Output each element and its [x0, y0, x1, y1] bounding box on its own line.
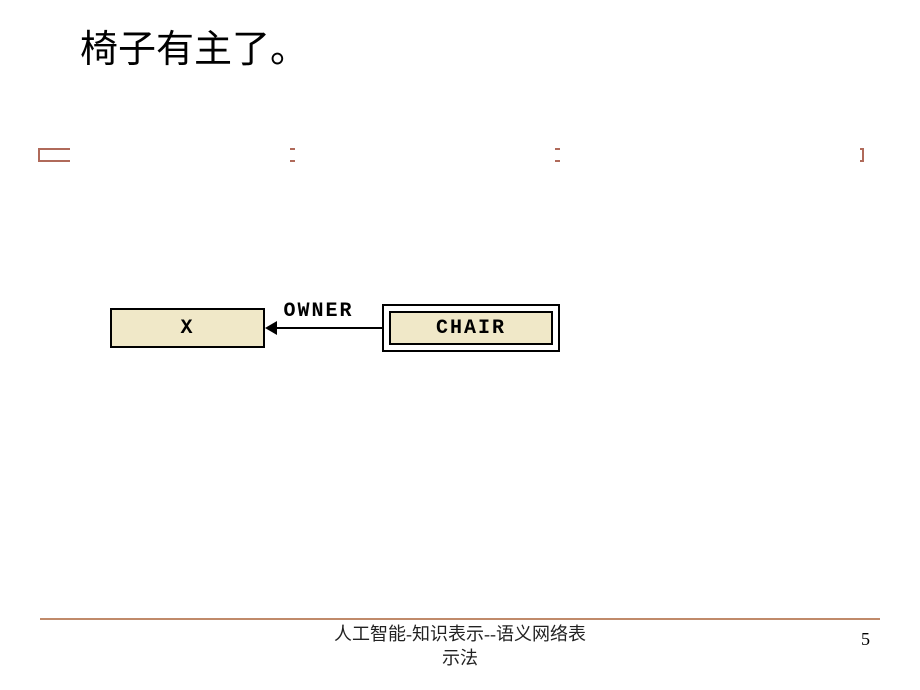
edge-arrowhead-chair-x: [265, 321, 277, 335]
page-number: 5: [861, 629, 870, 650]
node-chair: CHAIR: [382, 304, 560, 352]
node-label-chair: CHAIR: [436, 317, 506, 340]
patch-bottom: [295, 440, 555, 615]
footer-line2: 示法: [442, 648, 478, 668]
slide-title: 椅子有主了。: [80, 18, 308, 73]
node-label-x: X: [180, 317, 194, 340]
edge-chair-x: [277, 327, 382, 329]
footer-line1: 人工智能-知识表示--语义网络表: [334, 624, 586, 644]
slide-page: 椅子有主了。 X CHAIR OWNER 人工智能-知识表示--语义网络表 示法 5: [0, 0, 920, 690]
node-x: X: [110, 308, 265, 348]
footer-caption: 人工智能-知识表示--语义网络表 示法: [0, 623, 920, 670]
edge-label-chair-x: OWNER: [284, 300, 354, 323]
diagram-area: X CHAIR OWNER: [40, 165, 860, 445]
bottom-rule: [40, 618, 880, 620]
patch-left: [70, 120, 290, 165]
patch-top: [295, 70, 555, 165]
patch-right: [560, 120, 860, 165]
